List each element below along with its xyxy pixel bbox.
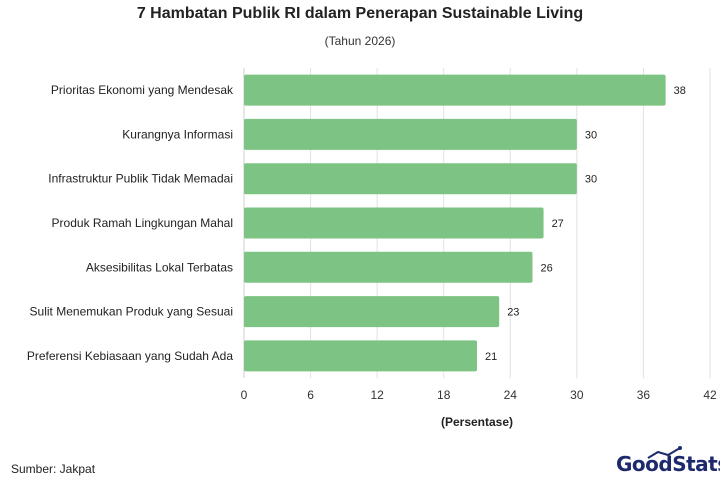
- data-label: 30: [585, 174, 597, 186]
- x-tick-label: 12: [370, 388, 384, 402]
- category-label: Prioritas Ekonomi yang Mendesak: [51, 83, 234, 97]
- data-label: 30: [585, 129, 597, 141]
- data-label: 26: [540, 262, 552, 274]
- bar: [244, 207, 544, 239]
- bar: [244, 118, 577, 150]
- chart-title: 7 Hambatan Publik RI dalam Penerapan Sus…: [136, 5, 584, 22]
- x-tick-label: 6: [307, 388, 314, 402]
- x-tick-label: 0: [241, 388, 248, 402]
- source-note: Sumber: Jakpat: [11, 462, 96, 476]
- x-tick-label: 42: [703, 388, 717, 402]
- data-labels: 38 30 30 27 26 23 21: [485, 85, 686, 363]
- category-label: Sulit Menemukan Produk yang Sesuai: [30, 305, 233, 319]
- bar-chart: Prioritas Ekonomi yang Mendesak Kurangnya…: [27, 68, 717, 429]
- goodstats-logo: GoodStats: [616, 446, 720, 476]
- logo-trend-icon: [647, 446, 682, 459]
- bar: [244, 296, 500, 328]
- x-axis-label: (Persentase): [441, 415, 513, 429]
- category-label: Aksesibilitas Lokal Terbatas: [86, 260, 233, 274]
- chart-subtitle: (Tahun 2026): [324, 34, 396, 48]
- data-label: 21: [485, 351, 497, 363]
- data-label: 23: [507, 307, 519, 319]
- category-label: Kurangnya Informasi: [122, 127, 233, 141]
- x-tick-label: 18: [437, 388, 451, 402]
- category-label: Infrastruktur Publik Tidak Memadai: [48, 172, 233, 186]
- x-tick-label: 36: [637, 388, 651, 402]
- bars: [244, 74, 666, 372]
- bar: [244, 251, 533, 283]
- x-tick-label: 30: [570, 388, 584, 402]
- x-tick-labels: 0 6 12 18 24 30 36 42: [241, 388, 717, 402]
- data-label: 27: [552, 218, 564, 230]
- x-tick-label: 24: [504, 388, 518, 402]
- category-labels: Prioritas Ekonomi yang Mendesak Kurangnya…: [27, 83, 234, 363]
- bar: [244, 74, 666, 106]
- bar: [244, 340, 477, 372]
- category-label: Preferensi Kebiasaan yang Sudah Ada: [27, 349, 233, 363]
- category-label: Produk Ramah Lingkungan Mahal: [52, 216, 233, 230]
- data-label: 38: [674, 85, 686, 97]
- bar: [244, 163, 577, 195]
